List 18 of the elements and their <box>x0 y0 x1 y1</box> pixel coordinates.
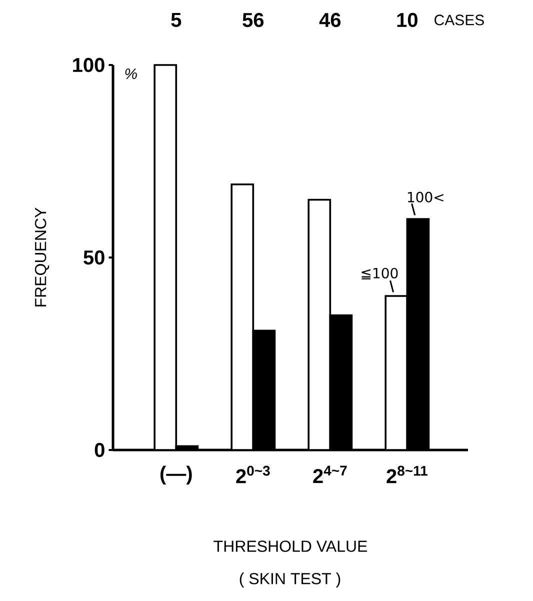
text: 5 <box>171 13 182 27</box>
x-tick-label: 2$^{0~3}$ <box>236 466 270 484</box>
series-label: 100< <box>408 192 444 202</box>
annotation: % <box>125 68 137 80</box>
x-axis-title: THRESHOLD VALUE <box>214 540 368 552</box>
text: 46 <box>319 12 341 28</box>
x-tick-label: 2$^{4~7}$ <box>313 466 347 483</box>
text: 56 <box>242 12 264 28</box>
text: 10 <box>397 12 418 28</box>
y-tick-label: 50 <box>84 250 104 265</box>
x-tick-label: 2$^{8~11}$ <box>386 466 428 484</box>
y-tick-label: 0 <box>94 442 104 458</box>
text: CASES <box>434 14 484 26</box>
x-tick-label: (—) <box>160 466 192 484</box>
y-tick-label: 100 <box>73 58 104 72</box>
y-axis-title: FREQUENCY <box>34 208 50 306</box>
text: ( SKIN TEST ) <box>240 572 340 588</box>
series-label: ≦100 <box>362 268 398 280</box>
